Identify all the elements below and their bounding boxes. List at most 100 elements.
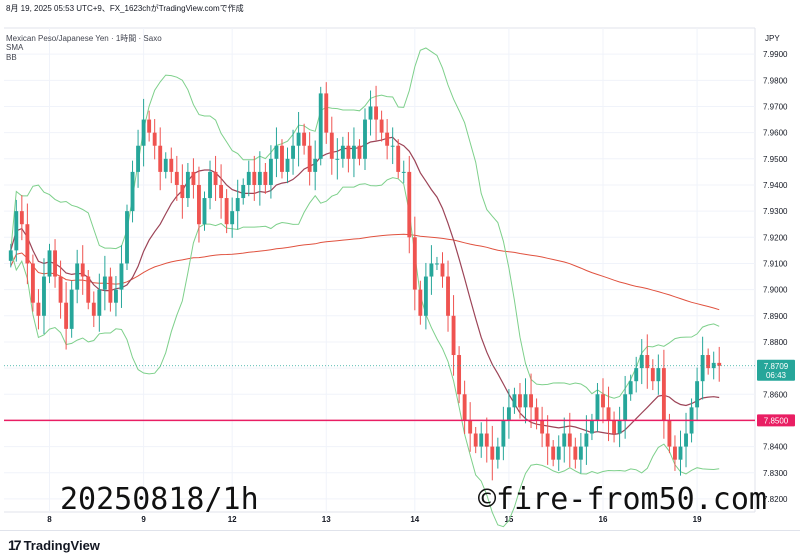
candle-body[interactable] [656,368,661,382]
sma-legend[interactable]: SMA [6,43,24,52]
candle-body[interactable] [695,381,700,408]
candle-body[interactable] [180,184,185,199]
candle-body[interactable] [645,355,650,369]
candle-body[interactable] [462,394,467,421]
candle-body[interactable] [285,158,290,172]
symbol-legend[interactable]: Mexican Peso/Japanese Yen · 1時間 · Saxo [6,34,162,43]
candle-body[interactable] [506,407,511,421]
candle-body[interactable] [639,355,644,369]
candle-body[interactable] [379,119,384,133]
candle-body[interactable] [296,132,301,146]
candle-body[interactable] [340,145,345,159]
candle-body[interactable] [91,302,96,316]
candle-body[interactable] [606,407,611,421]
candle-body[interactable] [457,355,462,395]
candle-body[interactable] [58,276,63,303]
candle-body[interactable] [418,289,423,316]
candle-body[interactable] [385,132,390,146]
candle-body[interactable] [363,119,367,159]
candle-body[interactable] [551,446,556,460]
tradingview-brand[interactable]: 17 TradingView [8,537,100,553]
candle-body[interactable] [230,211,235,225]
candle-body[interactable] [678,446,683,460]
candle-body[interactable] [706,355,711,369]
candle-body[interactable] [396,145,401,172]
candle-body[interactable] [8,250,13,261]
candle-body[interactable] [540,420,545,434]
candle-body[interactable] [490,446,495,460]
candle-body[interactable] [717,362,722,366]
candle-body[interactable] [202,198,207,225]
candle-body[interactable] [219,184,224,199]
candle-body[interactable] [423,276,428,316]
candle-body[interactable] [268,158,273,185]
candle-body[interactable] [562,433,567,447]
candle-body[interactable] [191,171,196,185]
candle-body[interactable] [47,250,52,277]
candle-body[interactable] [601,394,605,408]
candle-body[interactable] [374,106,379,120]
candle-body[interactable] [589,420,594,434]
candle-body[interactable] [329,132,334,159]
candle-body[interactable] [86,276,91,303]
candle-body[interactable] [650,368,655,382]
candle-body[interactable] [235,198,240,212]
candle-body[interactable] [263,171,268,185]
candle-body[interactable] [529,394,533,408]
candle-body[interactable] [163,158,168,172]
candle-body[interactable] [573,446,578,460]
candle-body[interactable] [700,355,705,382]
candle-body[interactable] [313,158,318,172]
candle-body[interactable] [451,315,456,356]
candle-body[interactable] [136,145,141,172]
candle-body[interactable] [108,276,113,303]
candle-body[interactable] [113,289,118,303]
candle-body[interactable] [468,420,473,434]
candle-body[interactable] [518,394,522,408]
candle-body[interactable] [440,263,445,277]
candle-body[interactable] [64,302,69,329]
candle-body[interactable] [69,289,74,329]
candle-body[interactable] [495,446,500,460]
candle-body[interactable] [401,171,406,173]
candle-body[interactable] [357,145,362,159]
candle-body[interactable] [429,263,434,277]
candle-body[interactable] [634,368,639,382]
candle-body[interactable] [252,171,257,185]
candle-body[interactable] [501,420,506,447]
candle-body[interactable] [711,362,716,369]
candle-body[interactable] [274,145,279,159]
candle-body[interactable] [174,171,179,185]
bb-legend[interactable]: BB [6,53,17,62]
candle-body[interactable] [119,263,124,290]
candle-body[interactable] [545,433,550,447]
candle-body[interactable] [158,145,163,172]
candle-body[interactable] [152,132,157,146]
candle-body[interactable] [617,420,622,434]
candle-body[interactable] [291,145,295,159]
candle-body[interactable] [479,433,484,447]
candle-body[interactable] [147,119,152,133]
candle-body[interactable] [97,289,102,316]
candle-body[interactable] [257,171,262,185]
candle-body[interactable] [623,394,628,421]
candle-body[interactable] [556,446,561,460]
candle-body[interactable] [75,263,80,290]
candle-body[interactable] [390,145,395,147]
price-chart[interactable]: 7.9900 7.9800 7.9700 7.9600 7.9500 7.9400 7.93… [0,0,800,530]
candle-body[interactable] [318,93,323,159]
candle-body[interactable] [14,211,19,251]
candle-body[interactable] [80,263,85,277]
candle-body[interactable] [446,276,450,316]
candle-body[interactable] [324,93,329,133]
candle-body[interactable] [484,433,489,447]
candle-body[interactable] [578,446,583,460]
candle-body[interactable] [473,433,478,447]
candle-body[interactable] [628,381,633,395]
candle-body[interactable] [141,119,146,146]
candle-body[interactable] [346,145,351,159]
candle-body[interactable] [125,211,129,264]
candle-body[interactable] [241,184,246,199]
candle-body[interactable] [197,184,201,225]
candle-body[interactable] [667,420,672,447]
